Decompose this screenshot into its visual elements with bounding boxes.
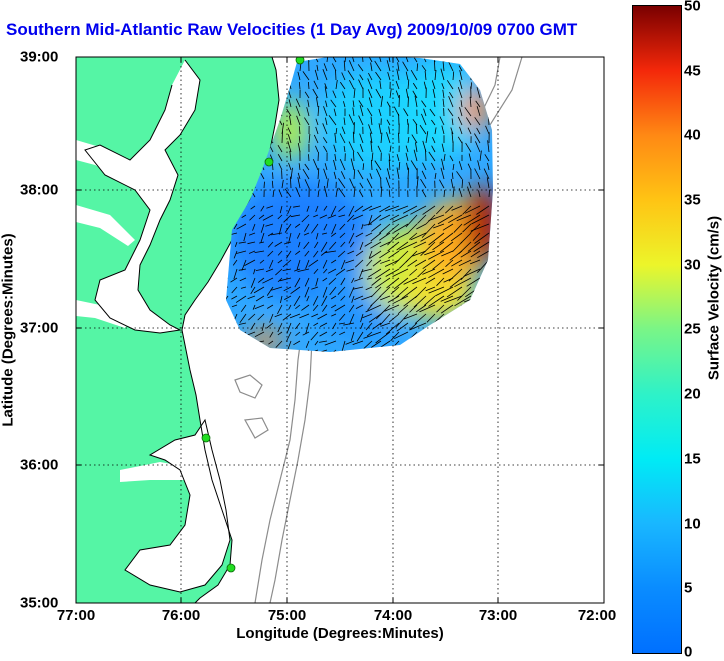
- y-tick-label: 37:00: [20, 320, 58, 337]
- velocity-vector: [264, 182, 265, 188]
- colorbar-tick: 5: [684, 580, 692, 597]
- colorbar-tick: 20: [684, 386, 701, 403]
- y-tick-label: 35:00: [20, 595, 58, 612]
- colorbar-tick: 45: [684, 63, 701, 80]
- velocity-vector: [318, 152, 319, 161]
- velocity-vector: [408, 97, 409, 108]
- colorbar-tick: 50: [684, 0, 701, 15]
- y-tick-label: 38:00: [20, 182, 58, 199]
- velocity-vector: [273, 172, 274, 179]
- colorbar-tick: 40: [684, 127, 701, 144]
- colorbar: [632, 5, 682, 654]
- colorbar-tick: 0: [684, 644, 692, 661]
- colorbar-tick: 10: [684, 516, 701, 533]
- radar-site: [265, 158, 273, 166]
- y-axis-label: Latitude (Degrees:Minutes): [0, 233, 17, 426]
- x-tick-label: 74:00: [374, 607, 412, 624]
- x-axis-label: Longitude (Degrees:Minutes): [236, 625, 444, 642]
- x-tick-label: 73:00: [479, 607, 517, 624]
- x-tick-label: 72:00: [578, 607, 616, 624]
- velocity-vector: [336, 70, 337, 80]
- y-tick-label: 39:00: [20, 49, 58, 66]
- velocity-vector: [399, 133, 400, 143]
- map-area: [76, 50, 604, 603]
- radar-site: [202, 434, 210, 442]
- colorbar-tick: 35: [684, 192, 701, 209]
- velocity-vector: [309, 154, 310, 161]
- x-tick-label: 77:00: [57, 607, 95, 624]
- x-tick-label: 76:00: [162, 607, 200, 624]
- colorbar-tick: 30: [684, 257, 701, 274]
- velocity-vector: [399, 95, 400, 107]
- velocity-vector: [426, 149, 427, 161]
- x-tick-label: 75:00: [268, 607, 306, 624]
- colorbar-tick: 25: [684, 321, 701, 338]
- colorbar-tick: 15: [684, 451, 701, 468]
- radar-site: [227, 564, 235, 572]
- velocity-vector: [282, 131, 283, 143]
- y-tick-label: 36:00: [20, 457, 58, 474]
- colorbar-label: Surface Velocity (cm/s): [706, 216, 723, 380]
